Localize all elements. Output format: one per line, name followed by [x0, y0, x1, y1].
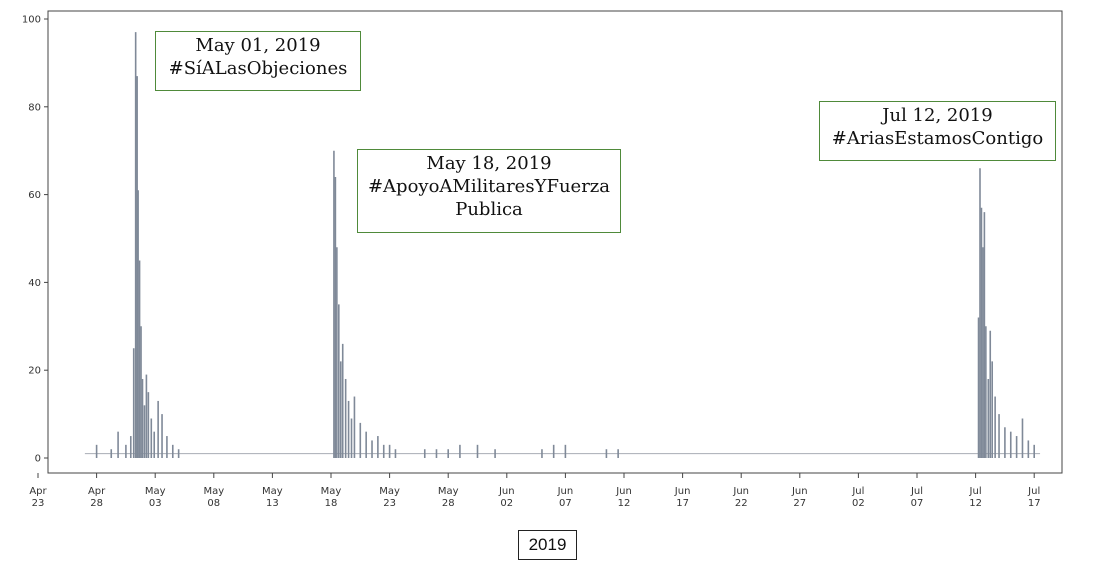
annotation-date: Jul 12, 2019: [882, 105, 993, 126]
annotation-hashtag: #SíALasObjeciones: [168, 58, 348, 79]
y-tick-label: 20: [28, 366, 41, 377]
plot-frame: [47, 10, 1063, 474]
annotation-may-01: May 01, 2019 #SíALasObjeciones: [155, 31, 361, 91]
x-tick-month: Jun: [615, 486, 632, 497]
x-axis-title: 2019: [518, 530, 577, 560]
x-tick-month: Jun: [791, 486, 808, 497]
y-tick-label: 60: [28, 190, 41, 201]
y-tick-label: 100: [22, 15, 41, 26]
x-tick-day: 02: [852, 498, 865, 509]
y-tick-label: 40: [28, 278, 41, 289]
x-tick-day: 07: [559, 498, 572, 509]
x-tick-month: May: [321, 486, 342, 497]
x-tick-month: Apr: [88, 486, 106, 497]
x-tick-month: Jul: [1027, 486, 1040, 497]
x-tick-month: May: [262, 486, 283, 497]
x-tick-month: Jun: [732, 486, 749, 497]
x-tick-month: May: [145, 486, 166, 497]
y-tick-label: 0: [35, 454, 41, 465]
x-tick-day: 28: [90, 498, 103, 509]
x-tick-day: 12: [969, 498, 982, 509]
x-tick-day: 27: [793, 498, 806, 509]
x-tick-month: Apr: [29, 486, 47, 497]
x-tick-month: Jun: [674, 486, 691, 497]
x-tick-month: May: [438, 486, 459, 497]
x-tick-day: 08: [207, 498, 220, 509]
series-marks: [84, 32, 1041, 458]
y-axis: 0 20 40 60 80 100: [22, 15, 48, 465]
x-tick-month: Jul: [969, 486, 982, 497]
annotation-date: May 01, 2019: [195, 35, 321, 56]
x-tick-month: May: [379, 486, 400, 497]
x-tick-day: 23: [32, 498, 45, 509]
x-tick-day: 17: [676, 498, 689, 509]
x-tick-month: Jun: [498, 486, 515, 497]
annotation-hashtag: #AriasEstamosContigo: [831, 128, 1044, 149]
x-tick-month: Jul: [851, 486, 864, 497]
x-tick-day: 22: [735, 498, 748, 509]
y-tick-label: 80: [28, 102, 41, 113]
annotation-jul-12: Jul 12, 2019 #AriasEstamosContigo: [819, 101, 1056, 161]
annotation-hashtag: #ApoyoAMilitaresYFuerza: [367, 176, 611, 197]
x-axis: Apr23Apr28May03May08May13May18May23May28…: [29, 473, 1041, 509]
x-tick-month: Jul: [910, 486, 923, 497]
annotation-date: May 18, 2019: [426, 153, 552, 174]
x-tick-month: Jun: [557, 486, 574, 497]
x-tick-day: 12: [618, 498, 631, 509]
x-tick-day: 02: [500, 498, 513, 509]
x-tick-month: May: [203, 486, 224, 497]
annotation-may-18: May 18, 2019 #ApoyoAMilitaresYFuerza Pub…: [357, 149, 621, 233]
x-tick-day: 17: [1028, 498, 1041, 509]
annotation-hashtag-continued: Publica: [455, 199, 523, 220]
x-tick-day: 18: [325, 498, 338, 509]
x-tick-day: 07: [911, 498, 924, 509]
x-tick-day: 03: [149, 498, 162, 509]
x-tick-day: 23: [383, 498, 396, 509]
x-tick-day: 28: [442, 498, 455, 509]
x-tick-day: 13: [266, 498, 279, 509]
